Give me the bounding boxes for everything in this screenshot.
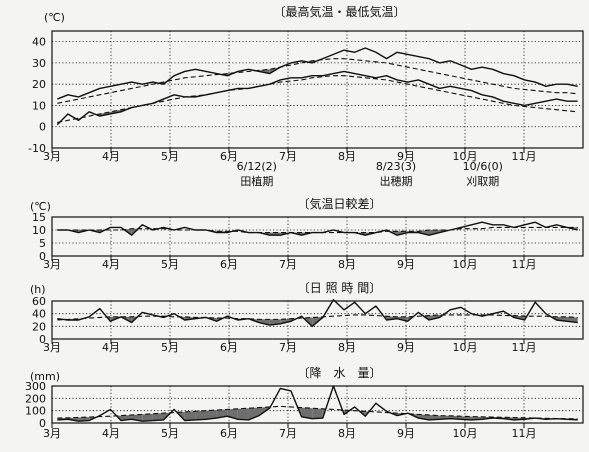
- x-tick-label: 10月: [453, 341, 478, 354]
- x-tick-label: 6月: [220, 150, 238, 163]
- x-tick-label: 3月: [43, 150, 61, 163]
- x-tick-label: 4月: [102, 427, 120, 440]
- y-axis-unit: (mm): [30, 370, 60, 383]
- plot-frame: [52, 217, 583, 256]
- y-axis-unit: (℃): [30, 200, 51, 213]
- x-tick-label: 6月: [220, 341, 238, 354]
- actual-line-0-0: [57, 48, 577, 99]
- x-tick-label: 9月: [397, 258, 415, 271]
- x-tick-label: 8月: [338, 427, 356, 440]
- x-tick-label: 11月: [512, 427, 537, 440]
- plot-frame: [52, 31, 583, 148]
- x-tick-label: 10月: [453, 427, 478, 440]
- event-annotation: 8/23(3): [376, 160, 416, 173]
- event-annotation: 出穂期: [380, 174, 413, 188]
- y-tick-label: 60: [32, 295, 46, 308]
- y-tick-label: 40: [32, 308, 46, 321]
- x-tick-label: 7月: [279, 341, 297, 354]
- x-tick-label: 5月: [161, 258, 179, 271]
- y-tick-label: 20: [32, 78, 46, 91]
- actual-line-0-2: [57, 71, 577, 124]
- y-axis-unit: (h): [30, 283, 46, 296]
- x-tick-label: 8月: [338, 150, 356, 163]
- x-tick-label: 6月: [220, 258, 238, 271]
- deficit-shade: [195, 411, 206, 420]
- normal-line-0-1: [57, 59, 577, 104]
- event-annotation: 6/12(2): [237, 160, 277, 173]
- x-tick-label: 11月: [512, 258, 537, 271]
- x-tick-label: 5月: [161, 150, 179, 163]
- x-tick-label: 11月: [512, 150, 537, 163]
- y-tick-label: 0: [39, 121, 46, 134]
- x-tick-label: 5月: [161, 427, 179, 440]
- x-tick-label: 8月: [338, 258, 356, 271]
- y-tick-label: 20: [32, 320, 46, 333]
- actual-line-2-0: [57, 300, 577, 327]
- event-annotation: 刈取期: [466, 175, 499, 188]
- x-tick-label: 11月: [512, 341, 537, 354]
- deficit-shade: [238, 408, 249, 420]
- x-tick-label: 4月: [102, 341, 120, 354]
- x-tick-label: 10月: [453, 258, 478, 271]
- x-tick-label: 8月: [338, 341, 356, 354]
- x-tick-label: 9月: [397, 341, 415, 354]
- x-tick-label: 7月: [279, 427, 297, 440]
- x-tick-label: 4月: [102, 258, 120, 271]
- y-tick-label: 10: [32, 224, 46, 237]
- y-tick-label: 30: [32, 57, 46, 70]
- x-tick-label: 5月: [161, 341, 179, 354]
- y-tick-label: 100: [25, 405, 46, 418]
- x-tick-label: 4月: [102, 150, 120, 163]
- x-tick-label: 9月: [397, 427, 415, 440]
- event-annotation: 10/6(0): [463, 160, 503, 173]
- deficit-shade: [185, 411, 196, 420]
- x-tick-label: 7月: [279, 258, 297, 271]
- y-axis-unit: (℃): [44, 11, 65, 24]
- chart-title: 〔降 水 量〕: [297, 366, 381, 380]
- y-tick-label: 40: [32, 36, 46, 49]
- chart-title: 〔最高気温・最低気温〕: [273, 4, 405, 19]
- x-tick-label: 3月: [43, 427, 61, 440]
- x-tick-label: 7月: [279, 150, 297, 163]
- y-tick-label: 5: [39, 237, 46, 250]
- event-annotation: 田植期: [240, 174, 273, 188]
- deficit-shade: [312, 408, 323, 418]
- y-tick-label: 10: [32, 99, 46, 112]
- x-tick-label: 3月: [43, 258, 61, 271]
- x-tick-label: 3月: [43, 341, 61, 354]
- chart-title: 〔日 照 時 間〕: [298, 281, 381, 295]
- x-tick-label: 6月: [220, 427, 238, 440]
- y-tick-label: 200: [25, 392, 46, 405]
- chart-title: 〔気温日較差〕: [297, 196, 381, 211]
